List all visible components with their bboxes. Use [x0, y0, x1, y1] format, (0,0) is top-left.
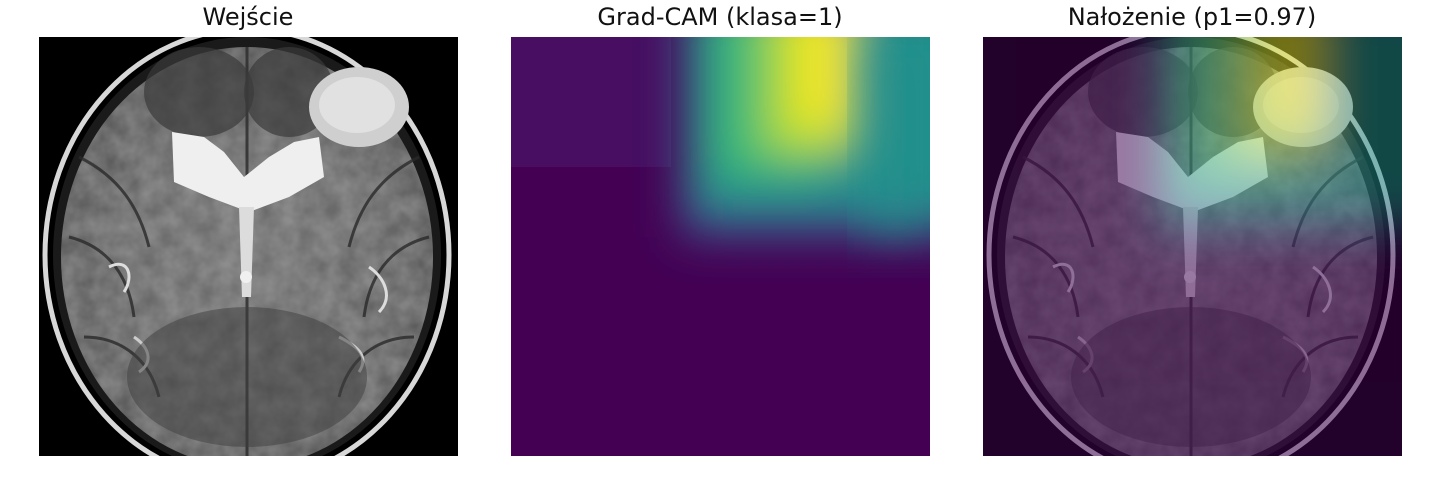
panel-title-overlay: Nałożenie (p1=0.97): [1067, 3, 1317, 31]
input-mri-image: [39, 37, 458, 456]
panel-title-gradcam: Grad-CAM (klasa=1): [597, 3, 843, 31]
brain-mri-graphic: [39, 37, 458, 456]
overlay-image: [983, 37, 1402, 456]
gradcam-heatmap-image: [511, 37, 930, 456]
panel-title-input: Wejście: [202, 3, 294, 31]
overlay-graphic: [983, 37, 1402, 456]
gradcam-heatmap-graphic: [511, 37, 930, 456]
